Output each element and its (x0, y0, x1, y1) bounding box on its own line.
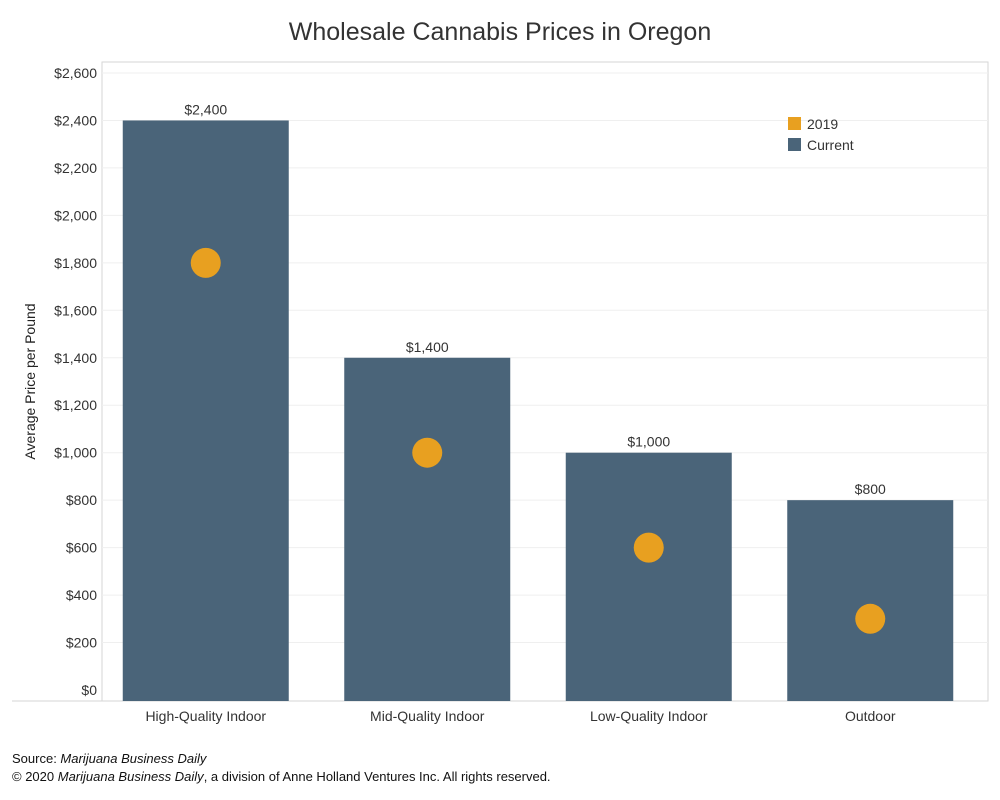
bar-value-label: $2,400 (184, 101, 227, 117)
point-2019 (412, 437, 443, 468)
y-tick-label: $0 (81, 682, 97, 698)
y-axis-label: Average Price per Pound (22, 303, 38, 459)
y-tick-label: $2,600 (54, 65, 97, 81)
legend-swatch-2019 (788, 117, 801, 130)
legend-label-current: Current (807, 137, 854, 153)
legend-swatch-current (788, 138, 801, 151)
source-line: Source: Marijuana Business Daily (12, 751, 206, 766)
x-tick-label: High-Quality Indoor (145, 708, 266, 724)
y-tick-label: $1,200 (54, 397, 97, 413)
y-tick-label: $1,800 (54, 255, 97, 271)
copyright-suffix: , a division of Anne Holland Ventures In… (203, 769, 551, 784)
y-tick-label: $400 (66, 587, 97, 603)
x-tick-label: Outdoor (845, 708, 896, 724)
bar-current (787, 500, 954, 701)
point-2019 (855, 603, 886, 634)
bar-value-label: $1,000 (627, 434, 670, 450)
bar-value-label: $1,400 (406, 339, 449, 355)
bar-chart: $0 $200 $400 $600 $800 $1,000 $1,200 $1,400 $1,6… (12, 61, 989, 724)
x-tick-label: Mid-Quality Indoor (370, 708, 485, 724)
point-2019 (190, 247, 221, 278)
y-tick-label: $800 (66, 492, 97, 508)
y-tick-label: $1,600 (54, 302, 97, 318)
y-tick-label: $2,200 (54, 160, 97, 176)
legend-label-2019: 2019 (807, 116, 838, 132)
source-name: Marijuana Business Daily (60, 751, 207, 766)
copyright-prefix: © 2020 (12, 769, 58, 784)
copyright-name: Marijuana Business Daily (57, 769, 204, 784)
y-tick-label: $2,400 (54, 112, 97, 128)
y-tick-label: $200 (66, 635, 97, 651)
y-tick-label: $1,400 (54, 350, 97, 366)
bar-current (344, 357, 511, 701)
y-tick-label: $600 (66, 540, 97, 556)
source-prefix: Source: (12, 751, 61, 766)
chart-title: Wholesale Cannabis Prices in Oregon (288, 18, 712, 46)
copyright-line: © 2020 Marijuana Business Daily, a divis… (12, 769, 551, 784)
x-tick-label: Low-Quality Indoor (590, 708, 708, 724)
bar-current (565, 452, 732, 701)
bar-current (122, 120, 289, 701)
bar-value-label: $800 (855, 481, 886, 497)
y-tick-label: $2,000 (54, 207, 97, 223)
point-2019 (633, 532, 664, 563)
y-tick-label: $1,000 (54, 445, 97, 461)
